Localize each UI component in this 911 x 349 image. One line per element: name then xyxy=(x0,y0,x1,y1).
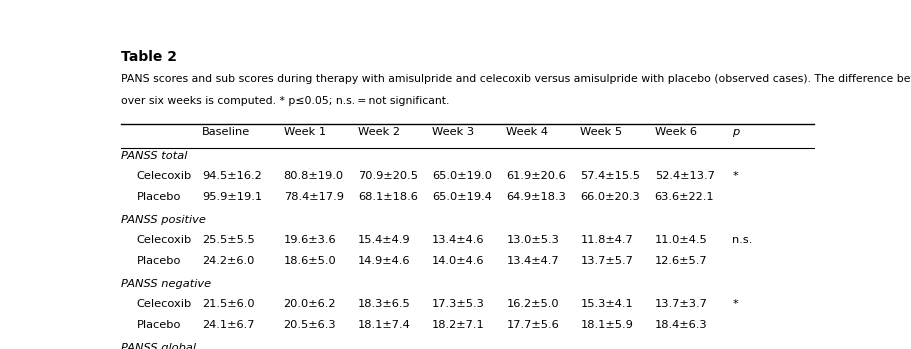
Text: PANSS global: PANSS global xyxy=(121,343,196,349)
Text: over six weeks is computed. * p≤0.05; n.s. = not significant.: over six weeks is computed. * p≤0.05; n.… xyxy=(121,96,449,106)
Text: PANSS positive: PANSS positive xyxy=(121,215,206,225)
Text: 17.3±5.3: 17.3±5.3 xyxy=(432,299,485,309)
Text: 13.4±4.7: 13.4±4.7 xyxy=(506,255,558,266)
Text: 15.4±4.9: 15.4±4.9 xyxy=(357,235,410,245)
Text: 15.3±4.1: 15.3±4.1 xyxy=(580,299,632,309)
Text: 13.0±5.3: 13.0±5.3 xyxy=(506,235,558,245)
Text: 57.4±15.5: 57.4±15.5 xyxy=(580,171,640,181)
Text: Week 6: Week 6 xyxy=(654,127,696,136)
Text: PANSS negative: PANSS negative xyxy=(121,279,211,289)
Text: 13.7±5.7: 13.7±5.7 xyxy=(580,255,632,266)
Text: 11.8±4.7: 11.8±4.7 xyxy=(580,235,632,245)
Text: *: * xyxy=(732,299,737,309)
Text: Celecoxib: Celecoxib xyxy=(137,235,191,245)
Text: 20.0±6.2: 20.0±6.2 xyxy=(283,299,336,309)
Text: Baseline: Baseline xyxy=(202,127,251,136)
Text: PANS scores and sub scores during therapy with amisulpride and celecoxib versus : PANS scores and sub scores during therap… xyxy=(121,74,911,84)
Text: Placebo: Placebo xyxy=(137,320,181,330)
Text: 18.3±6.5: 18.3±6.5 xyxy=(357,299,410,309)
Text: 95.9±19.1: 95.9±19.1 xyxy=(202,192,262,202)
Text: 63.6±22.1: 63.6±22.1 xyxy=(654,192,713,202)
Text: 18.4±6.3: 18.4±6.3 xyxy=(654,320,707,330)
Text: 16.2±5.0: 16.2±5.0 xyxy=(506,299,558,309)
Text: Placebo: Placebo xyxy=(137,255,181,266)
Text: 65.0±19.4: 65.0±19.4 xyxy=(432,192,491,202)
Text: 18.2±7.1: 18.2±7.1 xyxy=(432,320,485,330)
Text: 13.7±3.7: 13.7±3.7 xyxy=(654,299,707,309)
Text: 78.4±17.9: 78.4±17.9 xyxy=(283,192,343,202)
Text: Week 5: Week 5 xyxy=(580,127,622,136)
Text: 80.8±19.0: 80.8±19.0 xyxy=(283,171,343,181)
Text: 18.6±5.0: 18.6±5.0 xyxy=(283,255,336,266)
Text: 64.9±18.3: 64.9±18.3 xyxy=(506,192,566,202)
Text: Celecoxib: Celecoxib xyxy=(137,299,191,309)
Text: 19.6±3.6: 19.6±3.6 xyxy=(283,235,336,245)
Text: 94.5±16.2: 94.5±16.2 xyxy=(202,171,261,181)
Text: 68.1±18.6: 68.1±18.6 xyxy=(357,192,417,202)
Text: 13.4±4.6: 13.4±4.6 xyxy=(432,235,484,245)
Text: 70.9±20.5: 70.9±20.5 xyxy=(357,171,417,181)
Text: Week 4: Week 4 xyxy=(506,127,548,136)
Text: Placebo: Placebo xyxy=(137,192,181,202)
Text: Celecoxib: Celecoxib xyxy=(137,171,191,181)
Text: 11.0±4.5: 11.0±4.5 xyxy=(654,235,707,245)
Text: 24.1±6.7: 24.1±6.7 xyxy=(202,320,254,330)
Text: Week 1: Week 1 xyxy=(283,127,325,136)
Text: 14.9±4.6: 14.9±4.6 xyxy=(357,255,410,266)
Text: 61.9±20.6: 61.9±20.6 xyxy=(506,171,566,181)
Text: 21.5±6.0: 21.5±6.0 xyxy=(202,299,255,309)
Text: n.s.: n.s. xyxy=(732,235,752,245)
Text: 52.4±13.7: 52.4±13.7 xyxy=(654,171,714,181)
Text: Table 2: Table 2 xyxy=(121,50,177,64)
Text: 18.1±5.9: 18.1±5.9 xyxy=(580,320,632,330)
Text: *: * xyxy=(732,171,737,181)
Text: 65.0±19.0: 65.0±19.0 xyxy=(432,171,492,181)
Text: Week 2: Week 2 xyxy=(357,127,399,136)
Text: PANSS total: PANSS total xyxy=(121,151,188,161)
Text: Week 3: Week 3 xyxy=(432,127,474,136)
Text: 20.5±6.3: 20.5±6.3 xyxy=(283,320,336,330)
Text: 66.0±20.3: 66.0±20.3 xyxy=(580,192,640,202)
Text: 24.2±6.0: 24.2±6.0 xyxy=(202,255,254,266)
Text: 25.5±5.5: 25.5±5.5 xyxy=(202,235,255,245)
Text: 17.7±5.6: 17.7±5.6 xyxy=(506,320,558,330)
Text: p: p xyxy=(732,127,739,136)
Text: 18.1±7.4: 18.1±7.4 xyxy=(357,320,410,330)
Text: 14.0±4.6: 14.0±4.6 xyxy=(432,255,484,266)
Text: 12.6±5.7: 12.6±5.7 xyxy=(654,255,707,266)
